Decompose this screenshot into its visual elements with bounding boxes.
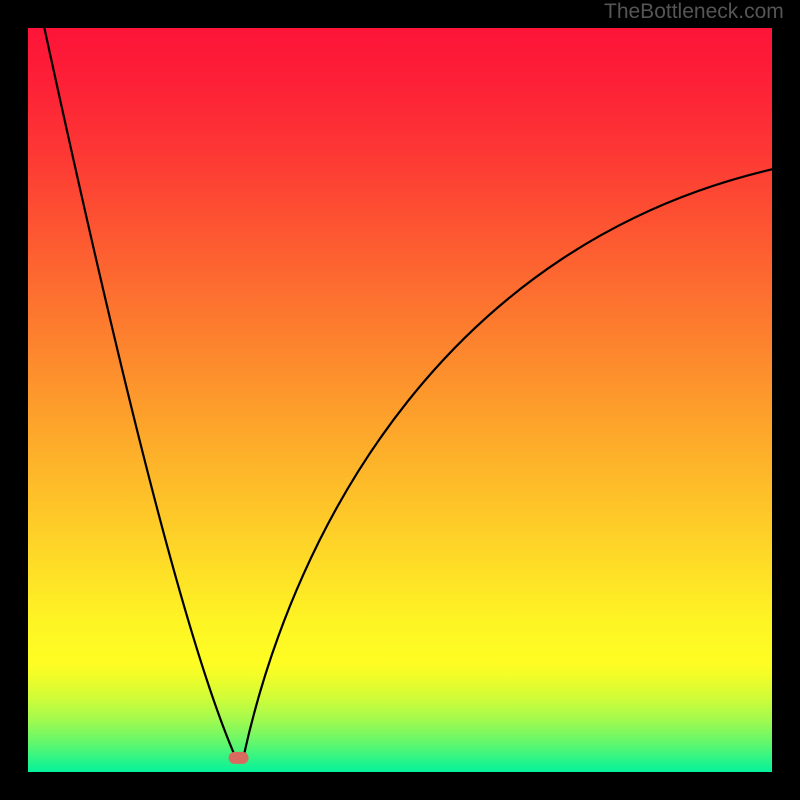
minimum-marker [229,752,249,764]
chart-svg [0,0,800,800]
chart-stage: TheBottleneck.com [0,0,800,800]
watermark-text: TheBottleneck.com [604,0,784,24]
